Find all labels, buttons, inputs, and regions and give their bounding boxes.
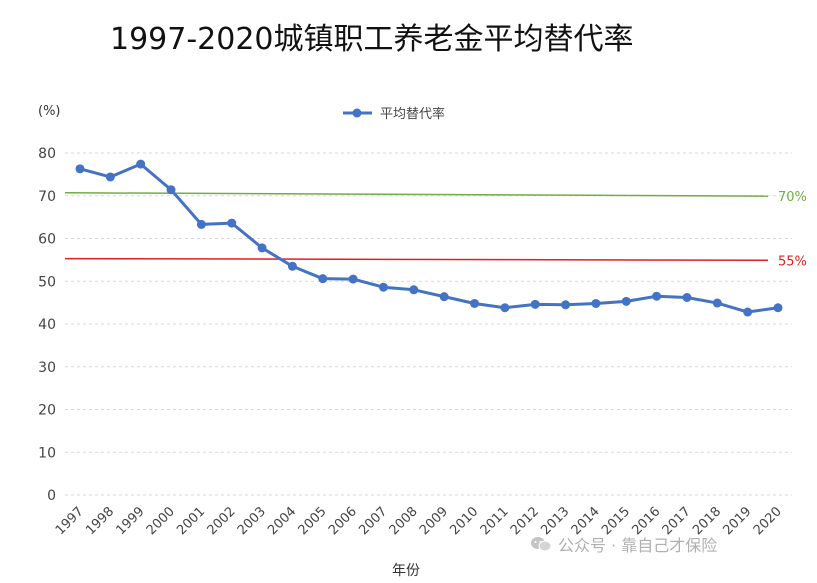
x-tick-label: 2001 [174, 504, 208, 538]
data-point [743, 307, 753, 317]
data-point [621, 296, 631, 306]
data-point [75, 164, 85, 174]
data-point [530, 299, 540, 309]
data-point [409, 285, 419, 295]
data-point [196, 219, 206, 229]
data-point [318, 274, 328, 284]
reference-line [64, 192, 769, 197]
data-point [682, 292, 692, 302]
x-tick-label: 2005 [296, 504, 330, 538]
data-point [257, 243, 267, 253]
reference-line [64, 257, 769, 262]
x-tick-label: 2020 [751, 504, 785, 538]
x-tick-label: 2003 [235, 504, 269, 538]
series-line [79, 162, 779, 314]
data-point [166, 185, 176, 195]
data-point [652, 291, 662, 301]
y-tick-label: 10 [38, 445, 56, 461]
y-tick-label: 30 [38, 360, 56, 376]
x-tick-label: 1998 [83, 504, 117, 538]
data-point [136, 159, 146, 169]
y-tick-label: 80 [38, 146, 56, 162]
data-point [773, 303, 783, 313]
watermark: 公众号 · 靠自己才保险 [530, 532, 717, 556]
x-tick-label: 2007 [356, 504, 390, 538]
x-tick-label: 2008 [387, 504, 421, 538]
y-tick-label: 20 [38, 403, 56, 419]
data-point [378, 282, 388, 292]
y-tick-label: 70 [38, 189, 56, 205]
x-tick-label: 1997 [53, 504, 87, 538]
data-point [439, 292, 449, 302]
x-tick-label: 2006 [326, 504, 360, 538]
x-tick-label: 1999 [114, 504, 148, 538]
x-tick-label: 2000 [144, 504, 178, 538]
data-point [105, 172, 115, 182]
legend-marker [352, 108, 362, 118]
y-tick-label: 50 [38, 274, 56, 290]
data-point [470, 298, 480, 308]
reference-line-label: 70% [778, 190, 807, 205]
x-tick-label: 2002 [205, 504, 239, 538]
x-tick-label: 2004 [265, 504, 299, 538]
x-tick-label: 2011 [478, 504, 512, 538]
y-tick-label: 40 [38, 317, 56, 333]
legend-label: 平均替代率 [380, 106, 445, 122]
x-tick-label: 2019 [720, 504, 754, 538]
y-tick-label: 0 [47, 488, 56, 504]
chart-title: 1997-2020城镇职工养老金平均替代率 [110, 22, 634, 57]
watermark-text: 公众号 · 靠自己才保险 [558, 536, 718, 555]
x-tick-label: 2009 [417, 504, 451, 538]
data-point [500, 303, 510, 313]
reference-line-label: 55% [778, 254, 807, 269]
y-axis-label: (%) [38, 104, 61, 119]
wechat-icon [531, 537, 552, 552]
data-point [227, 218, 237, 228]
x-axis-label: 年份 [392, 563, 420, 579]
y-tick-label: 60 [38, 232, 56, 248]
x-tick-label: 2010 [447, 504, 481, 538]
data-point [591, 298, 601, 308]
data-point [712, 298, 722, 308]
data-point [348, 274, 358, 284]
data-point [287, 261, 297, 271]
data-point [561, 300, 571, 310]
